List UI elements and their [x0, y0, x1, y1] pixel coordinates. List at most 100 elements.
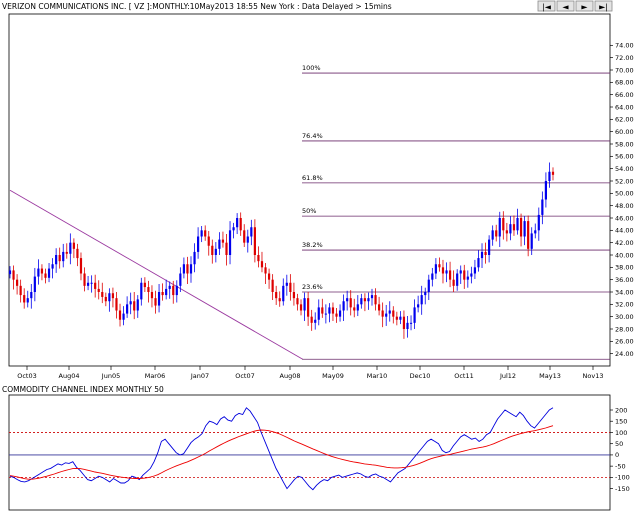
candle-body [331, 307, 335, 314]
candle-body [278, 298, 281, 302]
cci-y-axis: 200 150 100 50 0 -50 -100 -150 [610, 406, 630, 493]
price-y-tick-label: 46.00 [615, 214, 634, 222]
price-y-tick-label: 34.00 [615, 288, 634, 296]
candle-body [65, 251, 68, 254]
candle-body [314, 319, 317, 323]
price-y-tick-label: 38.00 [615, 264, 634, 272]
candle-body [58, 255, 61, 262]
candle-body [12, 270, 15, 280]
nav-button-1[interactable]: ◄ [556, 0, 575, 12]
candle-body [275, 292, 278, 299]
candle-body [523, 221, 526, 237]
candle-body [207, 236, 210, 246]
candle-body [204, 230, 207, 237]
candle-body [505, 230, 508, 234]
candle-body [26, 298, 29, 303]
fib-label: 61.8% [302, 174, 323, 182]
candle-body [296, 298, 299, 305]
candle-body [491, 230, 494, 240]
candle-body [548, 171, 551, 181]
candle-body [250, 227, 253, 237]
candle-body [122, 313, 125, 320]
candle-body [413, 307, 416, 323]
candle-body [101, 292, 104, 297]
candle-body [193, 251, 196, 265]
cci-y-tick-label: 0 [615, 451, 619, 459]
candle-body [495, 230, 498, 237]
candle-body [427, 279, 430, 292]
candle-body [140, 282, 143, 300]
candle-body [69, 242, 72, 254]
candle-body [186, 264, 189, 274]
candle-body [417, 304, 420, 308]
candle-body [456, 273, 459, 286]
candle-body [257, 255, 260, 262]
candle-body [477, 258, 480, 268]
price-x-tick-label: Oct03 [17, 372, 37, 380]
candle-body [225, 242, 228, 255]
candle-body [55, 255, 58, 265]
fib-label: 50% [302, 207, 316, 215]
candle-body [434, 264, 437, 274]
fib-label: 76.4% [302, 132, 323, 140]
candle-body [370, 295, 374, 299]
candle-body [377, 304, 381, 311]
candle-body [335, 313, 338, 317]
candle-body [161, 292, 164, 296]
price-y-tick-label: 66.00 [615, 91, 634, 99]
trendline [9, 189, 610, 360]
candle-body [232, 227, 235, 231]
candle-body [129, 301, 132, 305]
candle-body [480, 251, 484, 259]
candle-body [30, 292, 33, 299]
candle-body [360, 298, 363, 305]
candle-body [473, 267, 477, 274]
candle-body [111, 293, 115, 299]
candle-body [541, 199, 544, 215]
nav-button-3[interactable]: ►| [594, 0, 613, 12]
candle-body [104, 296, 107, 302]
candle-body [157, 292, 161, 306]
candle-body [86, 282, 90, 286]
cci-y-tick-label: 50 [615, 440, 623, 448]
price-y-tick-label: 44.00 [615, 227, 634, 235]
skip-last-icon-frame [594, 0, 613, 12]
candle-body [353, 307, 356, 311]
candle-body [502, 218, 505, 231]
candle-body [23, 295, 26, 303]
candle-body [218, 239, 221, 249]
nav-button-0[interactable]: |◄ [537, 0, 556, 12]
candle-body [136, 299, 139, 311]
candle-body [402, 316, 406, 329]
candle-body [214, 248, 217, 255]
candle-body [324, 313, 327, 315]
candle-body [37, 268, 40, 277]
candle-body [488, 239, 491, 255]
price-x-tick-label: Oct07 [235, 372, 255, 380]
candle-body [221, 239, 225, 243]
candle-body [349, 298, 352, 308]
price-y-tick-label: 32.00 [615, 301, 634, 309]
price-y-tick-label: 26.00 [615, 338, 634, 346]
skip-first-icon: |◄ [542, 2, 552, 11]
candle-body [388, 310, 391, 314]
fib-label: 100% [302, 64, 321, 72]
candle-body [133, 301, 136, 311]
candle-body [466, 276, 469, 280]
price-candles [8, 162, 555, 339]
price-x-tick-label: Aug04 [59, 372, 80, 380]
cci-line-cci [9, 407, 554, 491]
candle-body [239, 218, 242, 231]
price-y-tick-label: 42.00 [615, 239, 634, 247]
nav-button-2[interactable]: ► [575, 0, 594, 12]
candle-body [179, 273, 182, 286]
price-y-tick-label: 40.00 [615, 251, 634, 259]
cci-panel [8, 394, 611, 511]
price-y-tick-label: 28.00 [615, 325, 634, 333]
price-x-tick-label: May09 [322, 372, 344, 380]
candle-body [356, 304, 359, 311]
candle-body [271, 279, 274, 292]
fibonacci-levels: 100% 76.4% 61.8% 50% 38.2% 23.6% [302, 64, 610, 293]
candle-body [79, 258, 83, 274]
candle-body [118, 310, 122, 320]
